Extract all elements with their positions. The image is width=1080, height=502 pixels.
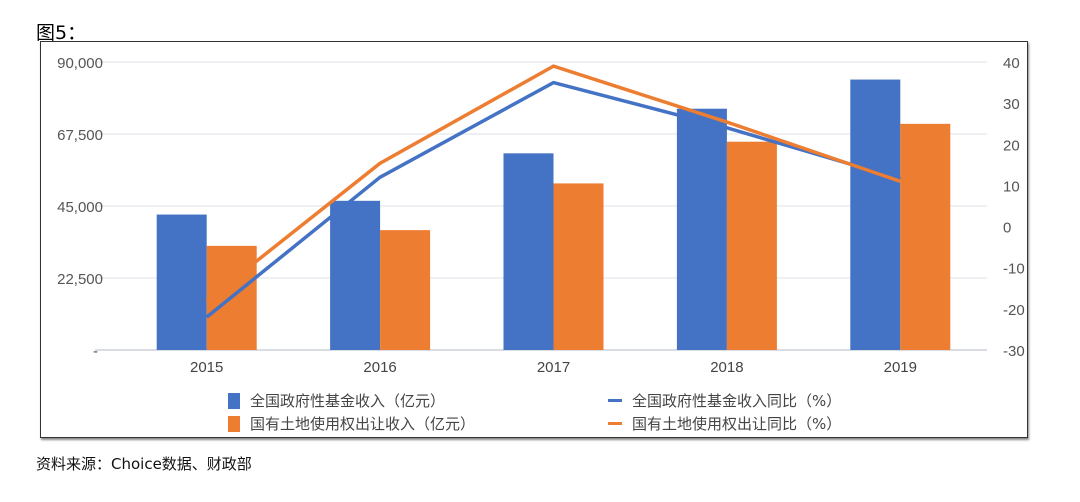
bar-fund-income-2015 — [156, 214, 207, 350]
bar-land-income-2018 — [726, 141, 777, 350]
legend-line-3 — [608, 422, 622, 425]
legend-label-3: 国有土地使用权出让同比（%） — [632, 415, 842, 433]
legend-label-0: 全国政府性基金收入（亿元） — [250, 392, 446, 410]
figure-title: 图5： — [36, 22, 87, 44]
left-tick-label: 67,500 — [57, 127, 103, 144]
legend-label-1: 国有土地使用权出让收入（亿元） — [250, 415, 476, 433]
right-tick-label: -30 — [1003, 343, 1025, 360]
legend-item-0: 全国政府性基金收入（亿元） — [228, 390, 445, 411]
legend-swatch-0 — [228, 392, 240, 409]
right-tick-label: 40 — [1003, 55, 1020, 72]
right-tick-label: 20 — [1003, 137, 1020, 154]
legend-item-2: 全国政府性基金收入同比（%） — [608, 390, 841, 411]
chart-frame — [40, 41, 1028, 438]
bar-fund-income-2018 — [676, 108, 727, 350]
right-tick-label: -10 — [1003, 261, 1025, 278]
bar-fund-income-2019 — [850, 79, 901, 350]
bar-land-income-2016 — [380, 230, 431, 350]
bar-fund-income-2016 — [330, 200, 381, 350]
legend-item-1: 国有土地使用权出让收入（亿元） — [228, 413, 475, 434]
legend-item-3: 国有土地使用权出让同比（%） — [608, 413, 841, 434]
source-note: 资料来源：Choice数据、财政部 — [36, 455, 252, 473]
legend-line-2 — [608, 399, 622, 402]
x-tick-label: 2018 — [710, 359, 743, 376]
left-tick-label: - — [93, 343, 98, 360]
right-tick-label: 30 — [1003, 96, 1020, 113]
x-tick-label: 2015 — [190, 359, 223, 376]
legend-label-2: 全国政府性基金收入同比（%） — [632, 392, 842, 410]
x-tick-label: 2017 — [537, 359, 570, 376]
x-tick-label: 2016 — [363, 359, 396, 376]
right-tick-label: 10 — [1003, 178, 1020, 195]
bar-land-income-2017 — [553, 183, 604, 350]
legend-swatch-1 — [228, 415, 240, 432]
left-tick-label: 22,500 — [57, 271, 103, 288]
right-tick-label: -20 — [1003, 302, 1025, 319]
bar-fund-income-2017 — [503, 153, 554, 350]
left-tick-label: 90,000 — [57, 55, 103, 72]
x-tick-label: 2019 — [884, 359, 917, 376]
left-tick-label: 45,000 — [57, 199, 103, 216]
bar-land-income-2019 — [900, 123, 951, 350]
right-tick-label: 0 — [1003, 220, 1011, 237]
